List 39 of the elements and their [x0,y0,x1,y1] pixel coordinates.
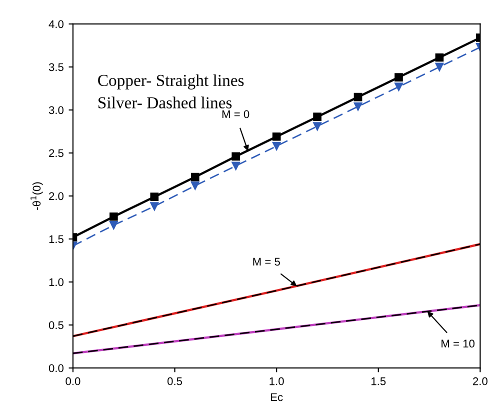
point [394,82,403,91]
x-axis-title: Ec [271,393,283,402]
point [435,62,444,72]
point [272,132,281,141]
point [150,202,159,210]
y-tick-label: 2.5 [49,149,64,158]
x-tick-label: 1.0 [270,377,284,386]
point [313,122,322,130]
point [354,102,362,111]
point [313,112,322,122]
annotation: M = 5 [253,258,280,266]
point [354,92,362,102]
point [232,162,240,170]
x-tick-label: 0.5 [167,377,182,386]
y-tick-label: 3.5 [48,63,64,72]
point [394,73,403,82]
point [232,152,240,161]
point [110,221,118,230]
point [435,53,444,62]
y-axis-title: -θ$^{1}$(0) [30,182,43,210]
point [190,181,200,190]
annotation: Silver- Dashed lines [98,96,232,108]
point [110,212,118,221]
x-tick-label: 2.0 [473,377,488,386]
x-tick-label: 1.5 [372,377,386,386]
point [150,192,159,201]
y-tick-label: 1.0 [49,278,64,286]
y-tick-label: 2.0 [49,192,64,200]
annotation: Copper- Straight lines [98,74,244,90]
y-tick-label: 3.0 [48,106,64,114]
y-tick-label: 0.5 [48,321,64,330]
y-tick-label: 1.5 [49,235,64,244]
annotation: M = 10 [442,340,475,348]
x-tick-label: 0.0 [66,377,80,386]
y-tick-label: 4.0 [48,20,64,28]
point [190,172,200,182]
annotation: M = 0 [222,110,250,118]
y-tick-label: 0.0 [48,364,64,372]
point [272,142,281,150]
